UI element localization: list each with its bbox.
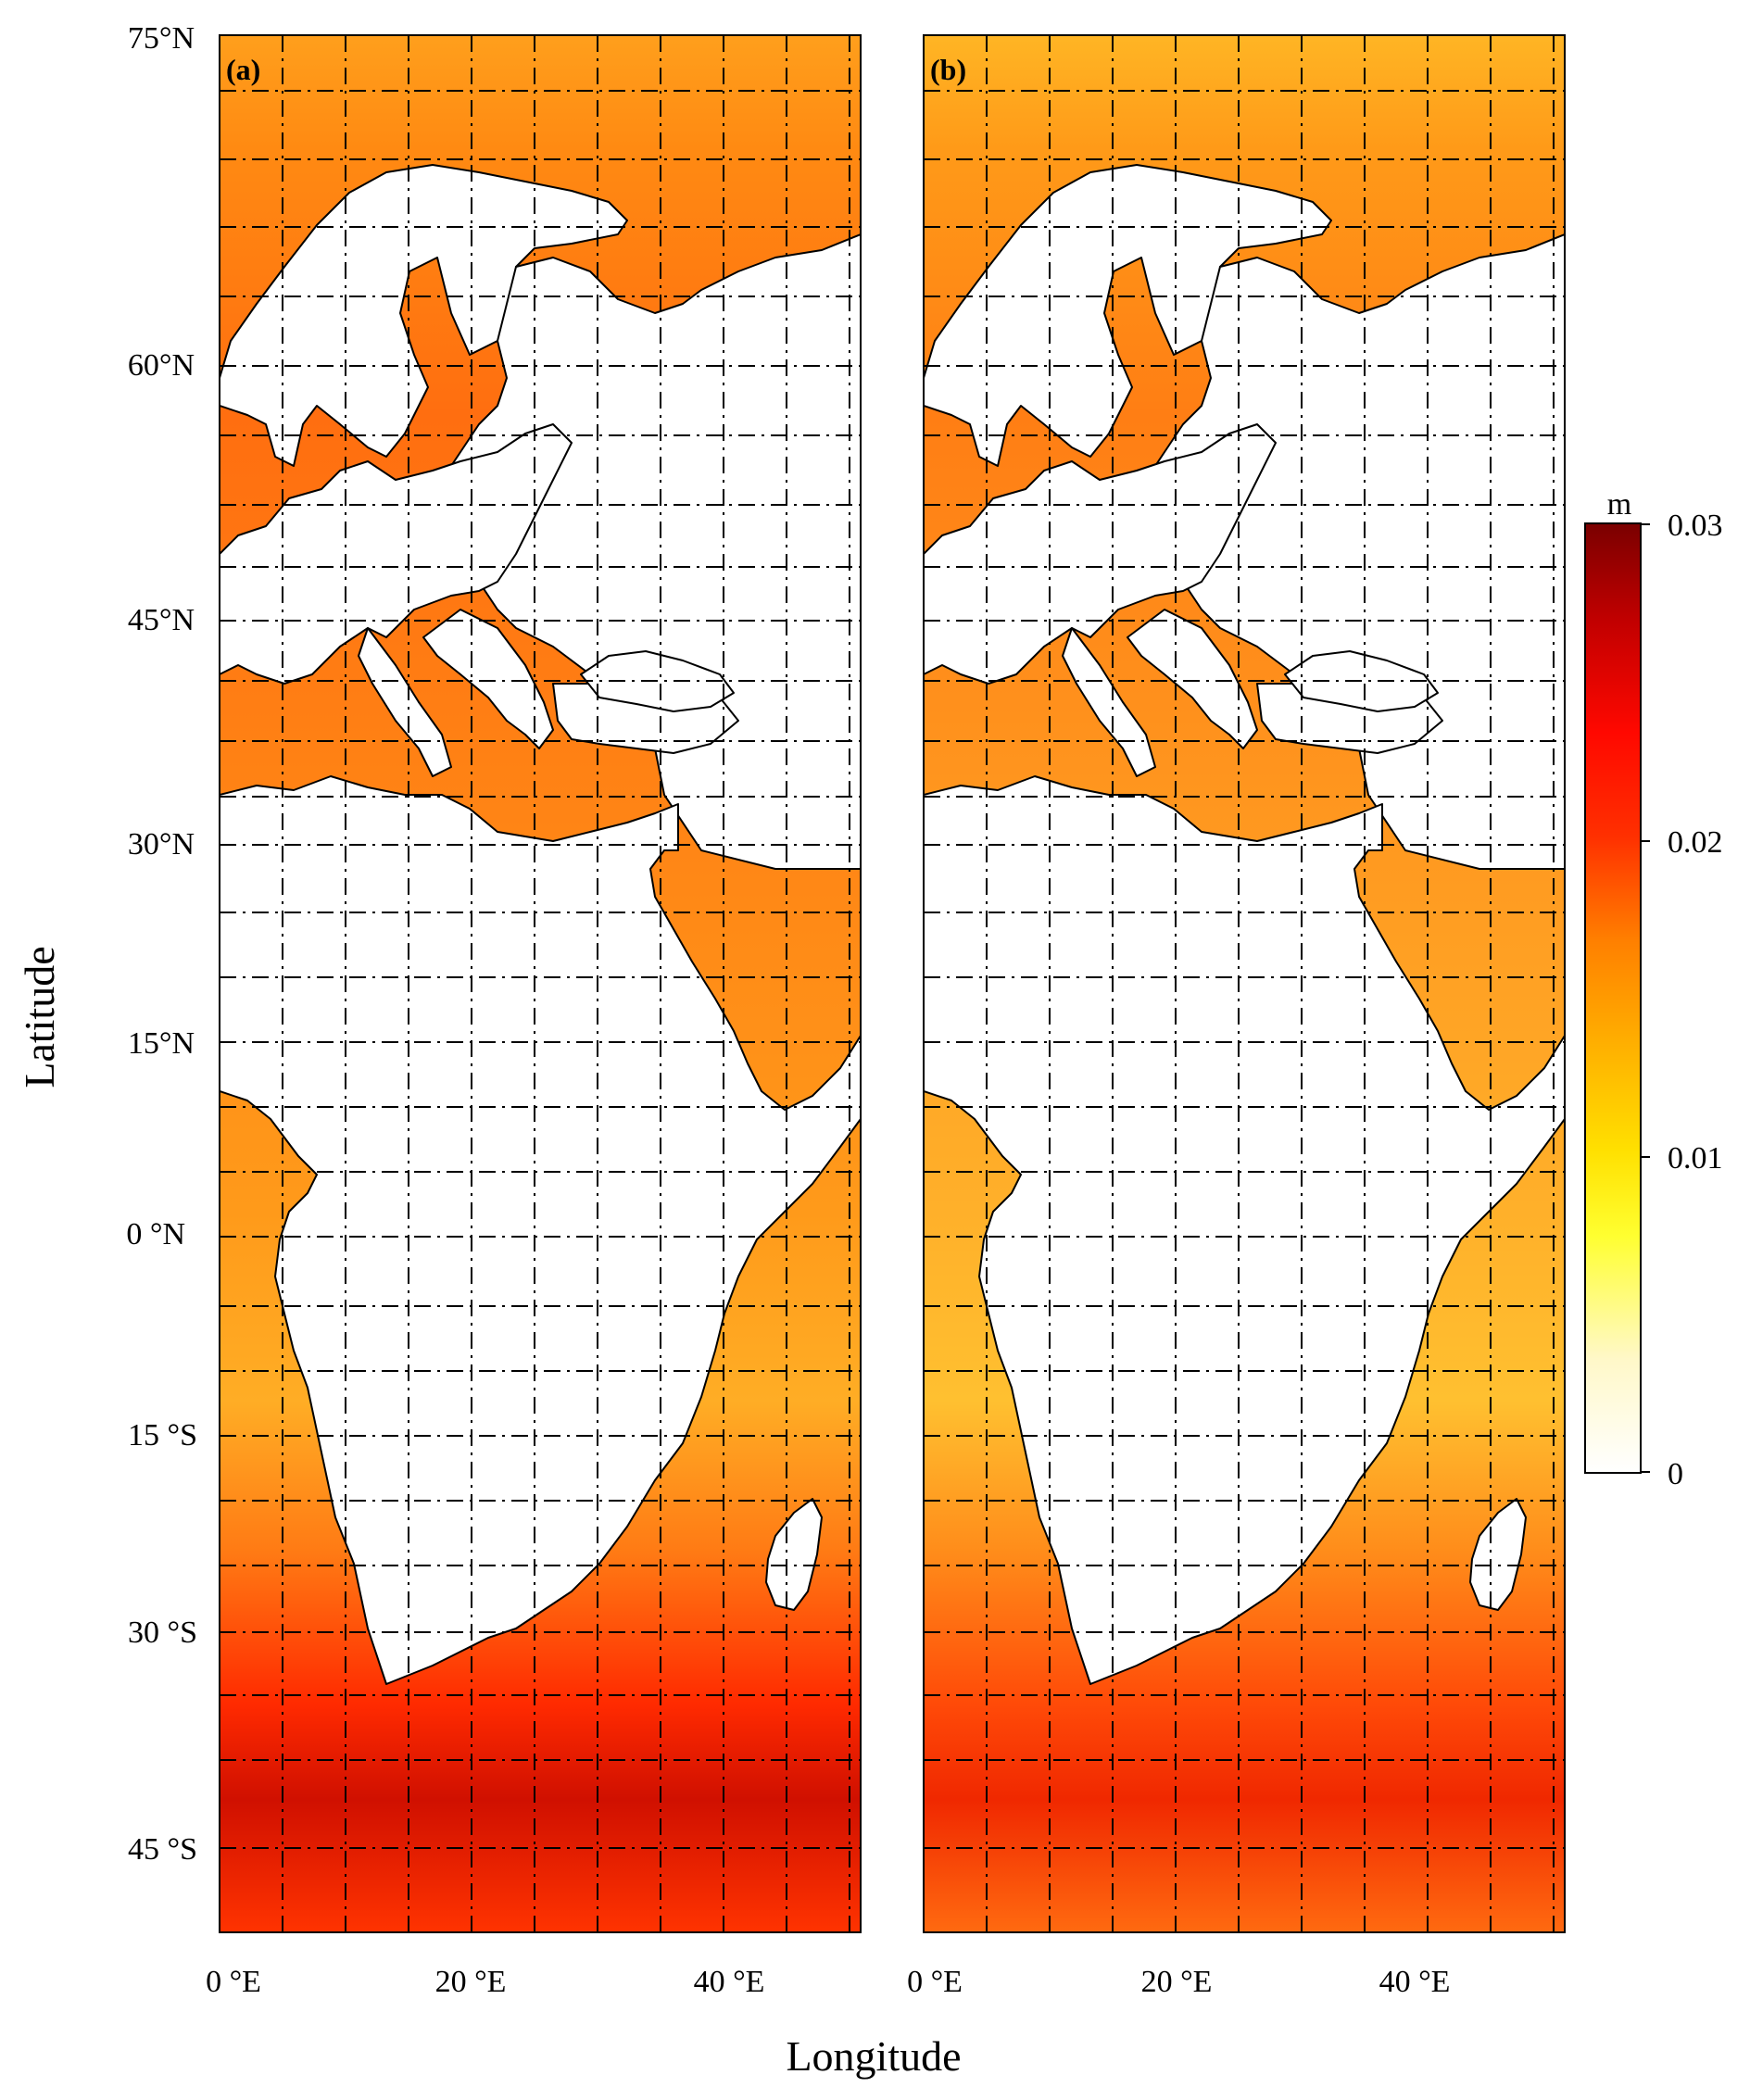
panel-frame-a [219, 34, 862, 1933]
lat-tick-30n: 30°N [128, 827, 195, 861]
panel-label-b: (b) [930, 53, 966, 86]
graticule-b [924, 35, 1565, 1932]
lon-tick-a-0: 0 °E [206, 1965, 261, 1999]
map-panel-b: (b) [923, 34, 1566, 1933]
lon-tick-b-20: 20 °E [1141, 1965, 1213, 1999]
colorbar-tick-0: 0 [1668, 1457, 1683, 1491]
y-axis-title: Latitude [16, 946, 63, 1088]
lon-tick-a-40: 40 °E [694, 1965, 765, 1999]
lat-tick-45n: 45°N [128, 603, 195, 637]
lon-tick-b-0: 0 °E [907, 1965, 963, 1999]
lon-tick-labels: 0 °E 20 °E 40 °E 0 °E 20 °E 40 °E [206, 1965, 1450, 1999]
colorbar-tick-0.02: 0.02 [1668, 825, 1723, 860]
colorbar: m 0.03 0.02 0.01 0 [1584, 487, 1723, 1491]
map-panel-a: (a) [219, 34, 862, 1933]
lat-tick-30s: 30 °S [128, 1616, 197, 1650]
lat-tick-labels: 75°N 60°N 45°N 30°N 15°N 0 °N 15 °S 30 °… [126, 21, 197, 1867]
lon-tick-b-40: 40 °E [1379, 1965, 1451, 1999]
colorbar-unit: m [1607, 487, 1631, 522]
panel-label-a: (a) [226, 53, 260, 86]
lon-tick-a-20: 20 °E [435, 1965, 507, 1999]
graticule-a [220, 35, 861, 1932]
lat-tick-15s: 15 °S [128, 1418, 197, 1452]
panel-frame-b [923, 34, 1566, 1933]
colorbar-tick-0.01: 0.01 [1668, 1141, 1723, 1176]
lat-tick-0n: 0 °N [126, 1217, 185, 1251]
colorbar-ramp [1584, 522, 1642, 1474]
lat-tick-75n: 75°N [128, 21, 195, 56]
x-axis-title: Longitude [786, 2032, 961, 2080]
lat-tick-60n: 60°N [128, 348, 195, 383]
lat-tick-15n: 15°N [128, 1026, 195, 1061]
colorbar-tick-0.03: 0.03 [1668, 509, 1723, 543]
lat-tick-45s: 45 °S [128, 1832, 197, 1867]
